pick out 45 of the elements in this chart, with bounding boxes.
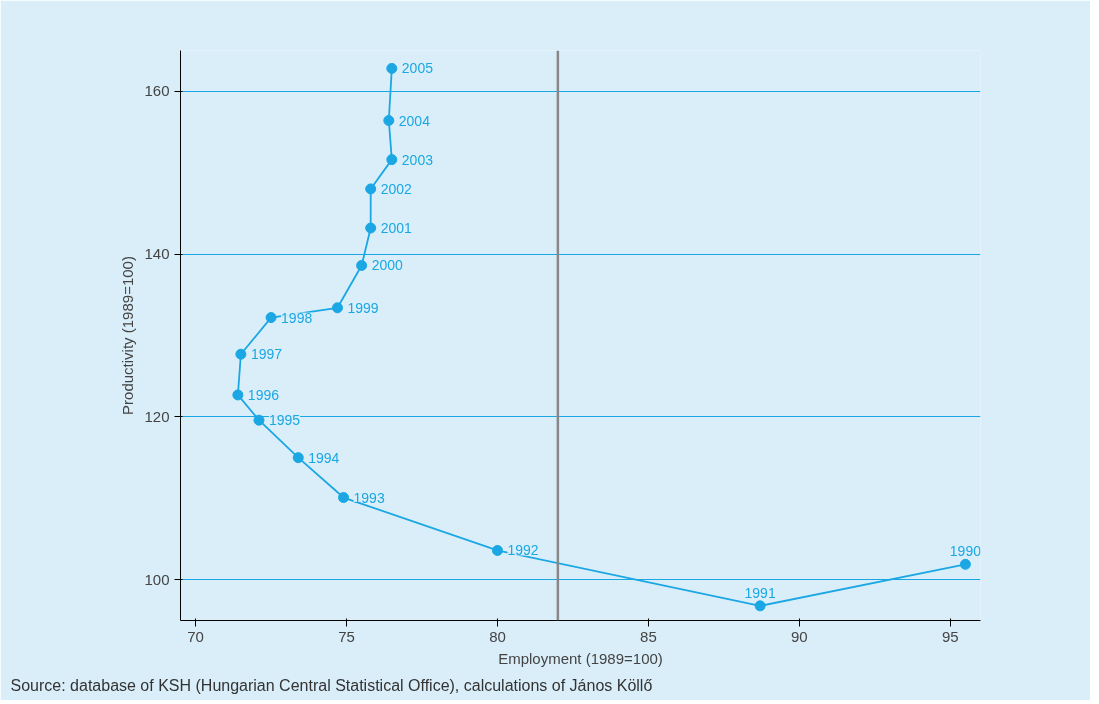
- point: [383, 115, 395, 127]
- x-tick-label: 85: [640, 627, 657, 645]
- annotation: 1996: [247, 386, 280, 403]
- annotation: 1993: [353, 489, 385, 506]
- point: [356, 259, 368, 271]
- annotation: 2005: [401, 60, 434, 77]
- point: [386, 154, 398, 166]
- annotation: 1992: [507, 542, 539, 559]
- point: [386, 62, 398, 74]
- y-tick-label: 160: [144, 82, 170, 100]
- annotation: 1997: [250, 346, 283, 363]
- point: [232, 389, 244, 401]
- y-tick-label: 100: [144, 570, 170, 588]
- annotation: 1994: [308, 449, 340, 466]
- annotation: 1991: [744, 584, 776, 601]
- point: [292, 452, 304, 464]
- point: [959, 558, 971, 570]
- y-tick-label: 140: [144, 245, 170, 263]
- x-tick-label: 80: [489, 627, 506, 645]
- point: [331, 302, 343, 314]
- x-tick-label: 75: [338, 627, 355, 645]
- annotation: 1990: [949, 543, 982, 560]
- point: [365, 183, 377, 195]
- point: [253, 414, 265, 426]
- x-axis-title: Employment (1989=100): [498, 649, 663, 667]
- annotation: 1999: [347, 299, 379, 316]
- source-note: Source: database of KSH (Hungarian Central Statistical Office), calculations of János Köllő: [10, 676, 653, 694]
- x-tick-label: 90: [791, 627, 808, 645]
- point: [338, 492, 350, 504]
- point: [235, 348, 247, 360]
- annotation: 2002: [380, 180, 413, 197]
- point: [754, 600, 766, 612]
- annotation: 2004: [398, 112, 431, 129]
- x-tick-label: 95: [941, 627, 959, 645]
- point: [265, 312, 277, 324]
- point: [491, 544, 503, 556]
- annotation: 2001: [380, 220, 413, 237]
- y-tick-label: 120: [144, 407, 170, 425]
- annotation: 2003: [401, 151, 434, 168]
- y-axis-title: Productivity (1989=100): [119, 256, 137, 415]
- annotation: 2000: [371, 257, 403, 274]
- x-tick-label: 70: [187, 627, 204, 645]
- point: [365, 222, 377, 234]
- annotation: 1995: [268, 412, 301, 429]
- annotation: 1998: [281, 309, 313, 326]
